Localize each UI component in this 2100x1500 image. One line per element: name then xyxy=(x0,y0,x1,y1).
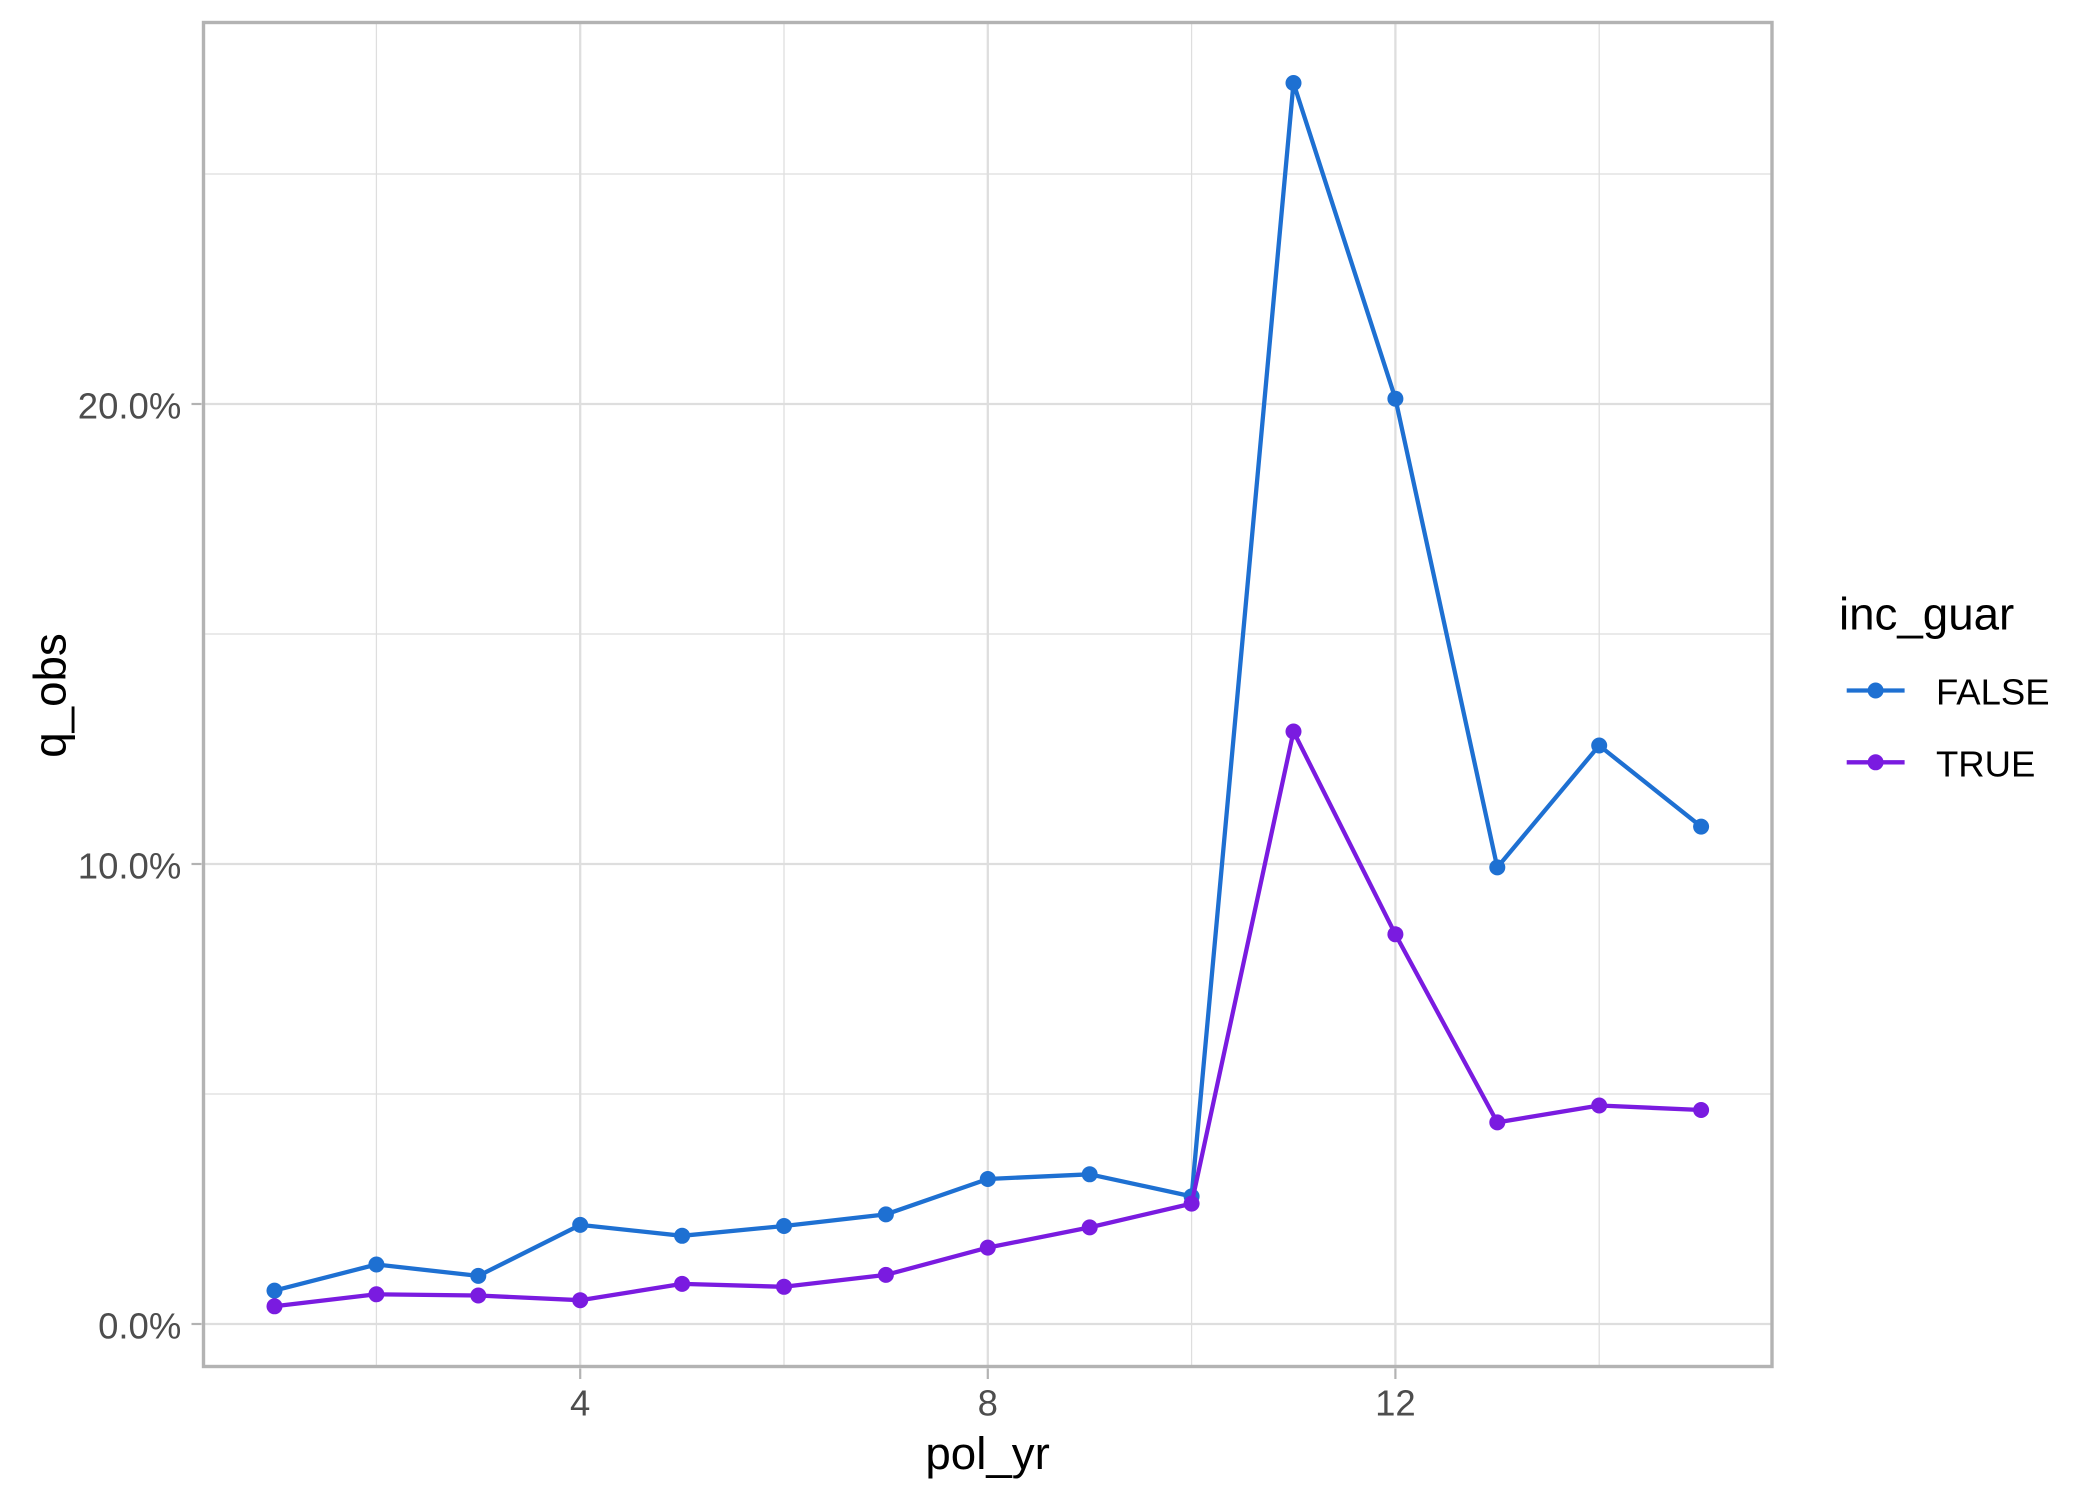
svg-text:0.0%: 0.0% xyxy=(98,1306,181,1347)
svg-text:8: 8 xyxy=(978,1383,998,1424)
svg-text:TRUE: TRUE xyxy=(1936,743,2035,784)
svg-text:pol_yr: pol_yr xyxy=(925,1428,1049,1479)
svg-text:FALSE: FALSE xyxy=(1936,672,2050,713)
svg-text:20.0%: 20.0% xyxy=(78,386,182,427)
svg-text:4: 4 xyxy=(570,1383,590,1424)
svg-text:inc_guar: inc_guar xyxy=(1839,589,2014,640)
svg-text:q_obs: q_obs xyxy=(25,633,76,757)
svg-text:12: 12 xyxy=(1375,1383,1416,1424)
svg-text:10.0%: 10.0% xyxy=(78,846,182,887)
